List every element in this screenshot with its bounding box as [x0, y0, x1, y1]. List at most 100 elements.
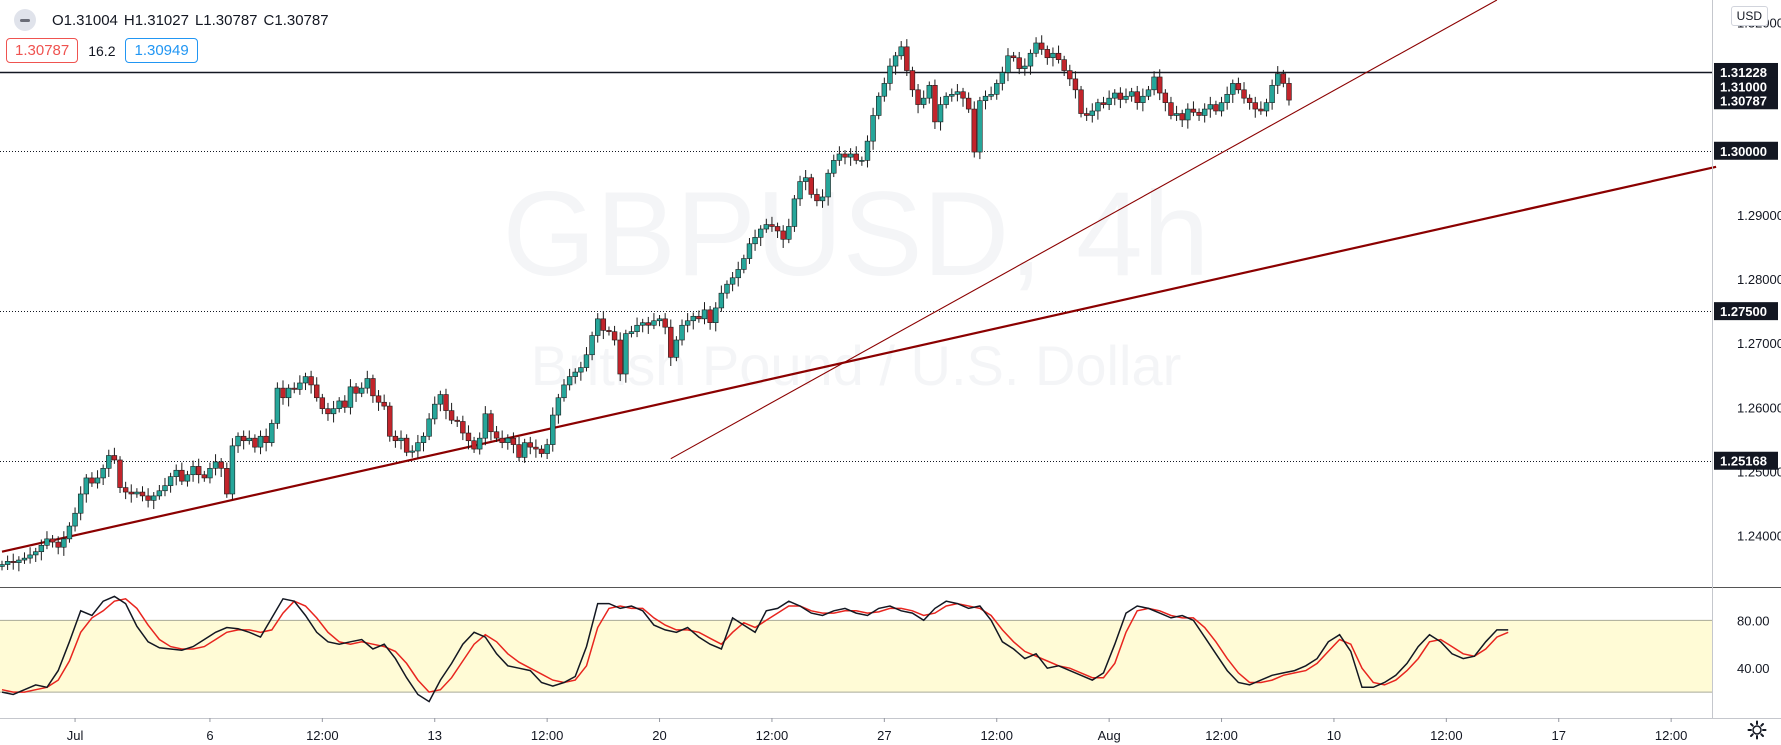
- candle-body: [274, 387, 281, 424]
- candle-body: [1134, 91, 1140, 103]
- candle-body: [1190, 108, 1197, 113]
- gear-icon[interactable]: [1747, 720, 1767, 740]
- time-axis[interactable]: Jul 6 12:00 13 12:00 20 12:00 27 12:00 Aug 12:00 10…: [0, 718, 1781, 743]
- candle-body: [932, 85, 938, 123]
- candle-body: [10, 561, 16, 563]
- time-tick-label: 10: [1327, 728, 1341, 743]
- candle-body: [572, 371, 578, 377]
- candle-body: [876, 95, 882, 116]
- candle-body: [1241, 89, 1247, 99]
- candle-body: [1196, 111, 1202, 116]
- candle-body: [668, 326, 674, 358]
- candle-body: [353, 386, 359, 394]
- candle-body: [252, 437, 258, 448]
- stochastic-band: [0, 620, 1712, 693]
- candle-body: [1061, 59, 1067, 71]
- candle-body: [325, 408, 331, 415]
- stochastic-pane[interactable]: [0, 595, 1712, 703]
- candle-body: [639, 322, 646, 326]
- candle-body: [190, 466, 196, 476]
- candle-body: [291, 387, 297, 390]
- candle-body: [122, 487, 129, 493]
- candle-body: [302, 376, 309, 384]
- candle-body: [1128, 91, 1135, 97]
- candle-body: [696, 315, 702, 320]
- time-tick-label: 12:00: [531, 728, 564, 743]
- level-badge: 1.31228: [1720, 65, 1767, 80]
- currency-button[interactable]: USD: [1730, 6, 1768, 26]
- candle-body: [381, 401, 387, 407]
- trendline[interactable]: [1, 165, 1717, 553]
- candle-body: [881, 83, 888, 97]
- candle-body: [544, 444, 550, 454]
- candle-body: [375, 395, 382, 403]
- candle-body: [55, 541, 61, 548]
- candle-body: [977, 100, 983, 153]
- price-tick-label: 1.29000: [1737, 208, 1781, 223]
- candle-body: [763, 224, 770, 230]
- price-tick-label: 1.28000: [1737, 272, 1781, 287]
- trendlines[interactable]: [1, 0, 1717, 553]
- candle-body: [1016, 57, 1022, 69]
- candle-body: [263, 435, 269, 443]
- time-tick-label: 12:00: [306, 728, 339, 743]
- candle-body: [212, 461, 219, 469]
- candle-body: [774, 226, 781, 232]
- candle-body: [1033, 42, 1039, 54]
- candle-body: [139, 491, 146, 497]
- candle-body: [117, 459, 123, 488]
- candle-body: [1286, 83, 1292, 101]
- trendline[interactable]: [670, 0, 1498, 460]
- symbol-watermark: GBPUSD, 4h British Pound / U.S. Dollar: [503, 167, 1210, 397]
- candle-body: [555, 397, 562, 416]
- minimize-icon[interactable]: [14, 9, 36, 31]
- sell-button[interactable]: 1.30787: [6, 38, 79, 63]
- candle-body: [994, 83, 1000, 95]
- candle-body: [926, 85, 933, 99]
- candle-body: [1275, 73, 1281, 86]
- price-tick-label: 1.24000: [1737, 529, 1781, 544]
- candle-body: [1089, 110, 1095, 116]
- candle-body: [476, 437, 483, 450]
- candle-body: [347, 386, 354, 408]
- candle-body: [66, 525, 73, 540]
- candle-body: [465, 432, 472, 442]
- candle-body: [387, 405, 393, 437]
- buy-button[interactable]: 1.30949: [125, 38, 198, 63]
- candle-body: [94, 477, 101, 484]
- candle-body: [999, 72, 1006, 84]
- candle-body: [949, 94, 955, 97]
- candle-body: [842, 153, 848, 158]
- candle-body: [690, 315, 696, 322]
- price-axis[interactable]: 1.240001.250001.260001.270001.280001.290…: [1712, 0, 1781, 718]
- candle-body: [336, 400, 342, 409]
- candle-body: [516, 444, 522, 458]
- candle-body: [510, 437, 517, 445]
- candle-body: [493, 431, 500, 439]
- candle-body: [1044, 49, 1051, 59]
- candle-body: [1100, 102, 1107, 105]
- candle-body: [533, 446, 539, 450]
- candle-body: [802, 177, 809, 182]
- candle-body: [831, 160, 837, 174]
- time-tick-label: 12:00: [1205, 728, 1238, 743]
- candle-body: [836, 153, 843, 161]
- candle-body: [971, 108, 977, 153]
- candle-body: [611, 331, 618, 341]
- candle-body: [1027, 52, 1034, 67]
- candle-body: [488, 413, 494, 433]
- main-pane[interactable]: GBPUSD, 4h British Pound / U.S. Dollar: [0, 0, 1717, 587]
- candle-body: [780, 230, 786, 240]
- horizontal-lines[interactable]: [0, 71, 1712, 462]
- candle-body: [1157, 76, 1163, 94]
- time-tick-label: 6: [206, 728, 213, 743]
- candle-body: [898, 46, 904, 57]
- candle-body: [1207, 104, 1214, 110]
- candle-body: [673, 339, 680, 358]
- price-axis-badges: 1.31228 1.30000 1.27500 1.25168 1.307871.310…: [1714, 62, 1778, 470]
- candle-body: [583, 354, 590, 368]
- candle-body: [1106, 97, 1112, 105]
- candle-body: [1185, 108, 1191, 121]
- candle-body: [746, 243, 753, 259]
